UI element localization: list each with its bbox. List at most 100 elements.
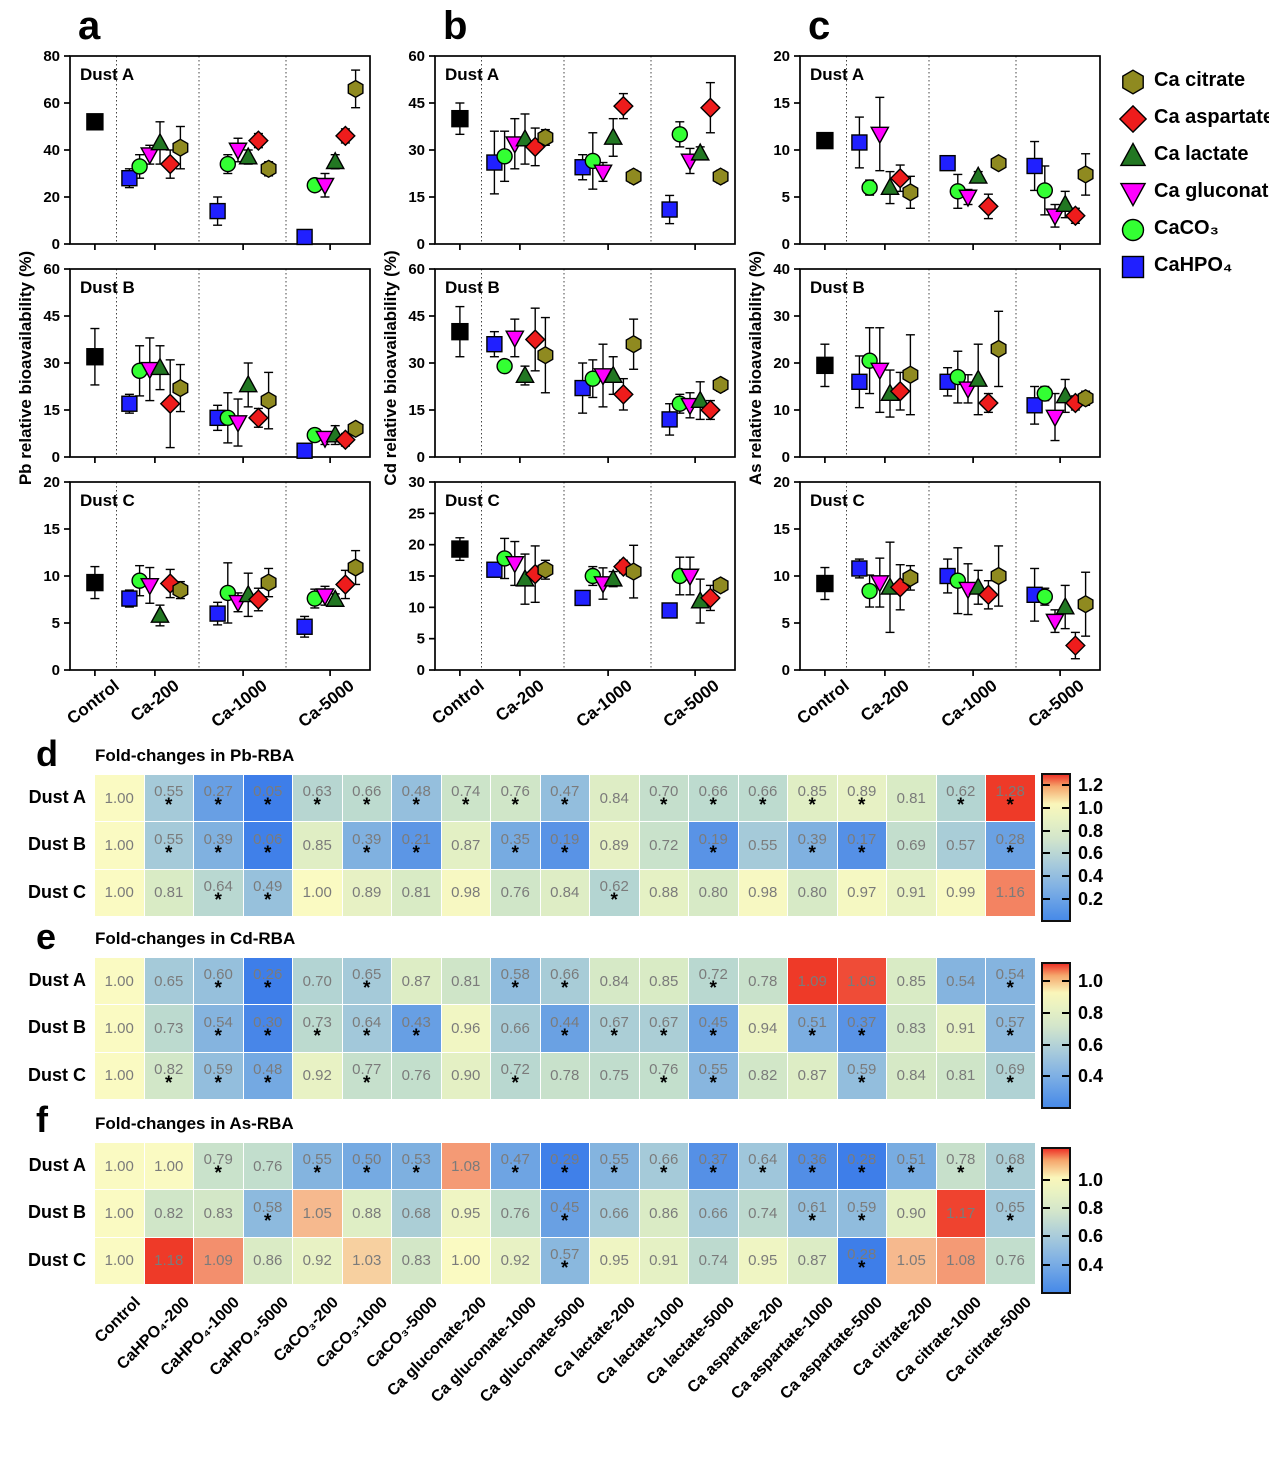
svg-text:25: 25 xyxy=(408,505,425,522)
significance-asterisk: * xyxy=(264,1073,272,1095)
heatmap-cell: 0.76 xyxy=(392,1052,441,1100)
heatmap-cell-value: 0.55 xyxy=(599,1151,629,1169)
heatmap-cell-value: 1.00 xyxy=(104,1157,134,1175)
heatmap-cell-value: 0.64 xyxy=(748,1151,778,1169)
heatmap-cell-value: 0.99 xyxy=(946,884,976,902)
colorbar-tick xyxy=(1043,980,1050,983)
heatmap-cell-value: 0.73 xyxy=(302,1013,332,1031)
colorbar-tick-label: 0.8 xyxy=(1078,1002,1104,1023)
heatmap-cell-value: 0.77 xyxy=(352,1061,382,1079)
heatmap-cell-value: 0.44 xyxy=(550,1013,580,1031)
significance-asterisk: * xyxy=(858,842,866,864)
heatmap-cell: 0.74 xyxy=(689,1237,738,1285)
scatter-c-dusta: 0 5 10 15 20 Dust A xyxy=(773,48,1101,253)
significance-asterisk: * xyxy=(214,795,222,817)
heatmap-cell: 0.54 xyxy=(936,958,985,1005)
heatmap-cell: 0.87 xyxy=(441,822,490,869)
heatmap-cell-value: 0.81 xyxy=(946,1067,976,1085)
heatmap-cell: 0.86 xyxy=(639,1190,688,1237)
heatmap-cell-value: 0.66 xyxy=(550,966,580,984)
significance-asterisk: * xyxy=(858,1210,866,1232)
panel-letter-f: f xyxy=(36,1099,48,1140)
heatmap-cell-value: 0.70 xyxy=(649,783,679,801)
significance-asterisk: * xyxy=(214,978,222,1000)
heatmap-cell-value: 0.95 xyxy=(451,1205,481,1223)
colorbar xyxy=(1041,962,1071,1109)
heatmap-cell-value: 1.05 xyxy=(302,1205,332,1223)
heatmap-cell-value: 0.59 xyxy=(847,1198,877,1216)
panel-letter-e: e xyxy=(36,916,57,957)
heatmap-cell: 1.05 xyxy=(293,1190,342,1237)
heatmap-cell: 0.94 xyxy=(738,1005,787,1052)
heatmap-cell: 0.66 * xyxy=(540,958,589,1005)
heatmap-cell-value: 0.72 xyxy=(649,837,679,855)
significance-asterisk: * xyxy=(561,1163,569,1185)
heatmap-cell-value: 1.08 xyxy=(451,1157,481,1175)
heatmap-cell: 0.82 xyxy=(144,1190,193,1237)
significance-asterisk: * xyxy=(858,795,866,817)
heatmap-cell: 0.88 xyxy=(639,869,688,917)
heatmap-cell-value: 0.89 xyxy=(847,783,877,801)
heatmap-cell-value: 1.17 xyxy=(946,1205,976,1223)
heatmap-cell: 1.00 xyxy=(95,1237,144,1285)
heatmap-cell-value: 0.66 xyxy=(748,783,778,801)
heatmap-cell: 1.08 xyxy=(936,1237,985,1285)
heatmap-cell: 0.89 * xyxy=(837,775,886,822)
significance-asterisk: * xyxy=(808,1025,816,1047)
heatmap-cell-value: 0.47 xyxy=(500,1151,530,1169)
heatmap-cell: 0.85 * xyxy=(788,775,837,822)
heatmap-cell: 0.76 * xyxy=(491,775,540,822)
legend-item: Ca aspartate xyxy=(1118,99,1269,136)
heatmap-cell: 0.95 xyxy=(590,1237,639,1285)
heatmap-cell-value: 1.09 xyxy=(797,972,827,990)
significance-asterisk: * xyxy=(264,978,272,1000)
heatmap-cell-value: 1.28 xyxy=(995,783,1025,801)
significance-asterisk: * xyxy=(313,1025,321,1047)
heatmap-cell: 1.00 xyxy=(95,869,144,917)
legend-label: Ca aspartate xyxy=(1154,106,1269,128)
triangle-down-icon xyxy=(1119,182,1147,207)
significance-asterisk: * xyxy=(561,1258,569,1280)
legend-label: Ca gluconate xyxy=(1154,180,1269,202)
significance-asterisk: * xyxy=(165,795,173,817)
heatmap-row-label: Dust A xyxy=(28,1155,86,1175)
svg-text:20: 20 xyxy=(408,537,425,554)
heatmap-row-label: Dust C xyxy=(28,1064,86,1085)
heatmap-cell-value: 0.59 xyxy=(847,1061,877,1079)
heatmap-cell-value: 0.84 xyxy=(599,972,629,990)
heatmap-cell-value: 0.67 xyxy=(649,1013,679,1031)
significance-asterisk: * xyxy=(363,1163,371,1185)
heatmap-cell: 0.39 * xyxy=(342,822,391,869)
legend-label: Ca lactate xyxy=(1154,143,1249,165)
heatmap-cell: 0.48 * xyxy=(392,775,441,822)
colorbar-tick xyxy=(1062,980,1069,983)
heatmap-cell-value: 0.27 xyxy=(203,783,233,801)
heatmap-cell: 0.21 * xyxy=(392,822,441,869)
heatmap-cell: 0.36 * xyxy=(788,1143,837,1190)
heatmap-cell-value: 0.66 xyxy=(698,1205,728,1223)
heatmap-cell-value: 0.39 xyxy=(203,830,233,848)
heatmap-cell-value: 0.76 xyxy=(500,884,530,902)
colorbar-tick-label: 0.4 xyxy=(1078,1066,1104,1087)
heatmap-cell-value: 1.00 xyxy=(104,1067,134,1085)
significance-asterisk: * xyxy=(808,795,816,817)
heatmap-cell: 0.97 xyxy=(837,869,886,917)
heatmap-cell: 1.09 xyxy=(194,1237,243,1285)
heatmap-cell: 0.82 * xyxy=(144,1052,193,1100)
heatmap-cell-value: 0.78 xyxy=(748,972,778,990)
svg-text:0: 0 xyxy=(782,449,790,466)
heatmap-cell-value: 1.16 xyxy=(995,884,1025,902)
heatmap-cell: 1.00 xyxy=(95,822,144,869)
svg-text:20: 20 xyxy=(43,474,60,491)
significance-asterisk: * xyxy=(808,842,816,864)
heatmap-cell-value: 0.66 xyxy=(352,783,382,801)
heatmap-cell-value: 0.87 xyxy=(451,837,481,855)
svg-text:Dust A: Dust A xyxy=(80,65,134,84)
heatmap-cell-value: 0.74 xyxy=(748,1205,778,1223)
heatmap-row-label: Dust B xyxy=(28,1017,86,1038)
heatmap-cell: 0.76 xyxy=(491,1190,540,1237)
heatmap-cell: 0.98 xyxy=(441,869,490,917)
heatmap-cell: 0.84 xyxy=(540,869,589,917)
heatmap-cell: 1.00 xyxy=(95,1190,144,1237)
heatmap-cell-value: 0.79 xyxy=(203,1151,233,1169)
